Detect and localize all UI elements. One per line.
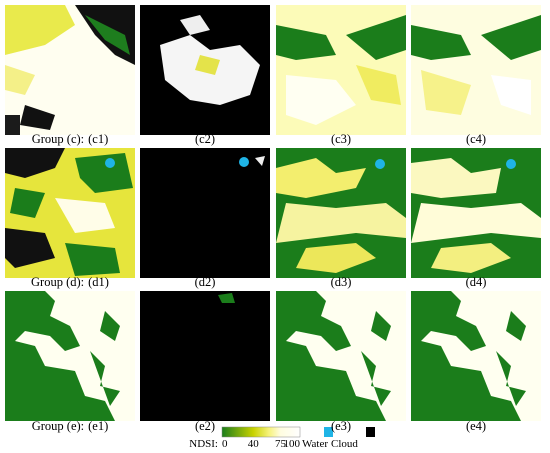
group-label: Group (d): — [31, 275, 84, 289]
panel-caption: (e4) — [466, 419, 486, 433]
panel-caption: Group (c): (c1) — [32, 132, 109, 146]
legend-tick-label: 40 — [248, 438, 260, 450]
legend-tick-label: 0 — [222, 438, 228, 450]
image-panel — [5, 148, 135, 278]
panel-caption: (e2) — [195, 419, 215, 433]
legend-title: NDSI: — [189, 438, 218, 450]
panel-label: (d1) — [88, 275, 109, 289]
panel-caption: (d3) — [331, 275, 352, 289]
panel-caption: (c2) — [195, 132, 215, 146]
image-panel — [140, 5, 270, 135]
panel-label: (e2) — [195, 419, 215, 433]
image-panel — [276, 5, 406, 135]
image-panel — [5, 5, 135, 135]
panel-label: (c1) — [88, 132, 108, 146]
panel-caption: Group (e): (e1) — [32, 419, 109, 433]
group-label: Group (c): — [32, 132, 84, 146]
image-panel — [276, 148, 406, 278]
panel-caption: (c3) — [331, 132, 351, 146]
panel-caption: (e3) — [331, 419, 351, 433]
water-swatch — [324, 427, 333, 437]
image-panel — [140, 148, 270, 278]
panel-label: (d4) — [466, 275, 487, 289]
image-panel — [5, 291, 135, 421]
water-label: Water — [302, 438, 328, 450]
panel-caption: Group (d): (d1) — [31, 275, 109, 289]
panel-label: (e3) — [331, 419, 351, 433]
cloud-swatch — [366, 427, 375, 437]
legend-tick-label: 75 — [275, 438, 287, 450]
panel-caption: (c4) — [466, 132, 486, 146]
panel-label: (c2) — [195, 132, 215, 146]
legend-tick-label: 100 — [284, 438, 301, 450]
panel-label: (d2) — [195, 275, 216, 289]
panel-label: (e1) — [88, 419, 108, 433]
image-panel — [411, 291, 541, 421]
panel-label: (d3) — [331, 275, 352, 289]
panel-label: (c3) — [331, 132, 351, 146]
image-panel — [411, 5, 541, 135]
panel-label: (e4) — [466, 419, 486, 433]
image-panel — [276, 291, 406, 421]
ndsi-colorbar — [221, 426, 301, 438]
image-panel — [140, 291, 270, 421]
group-label: Group (e): — [32, 419, 84, 433]
cloud-label: Cloud — [331, 438, 358, 450]
panels — [5, 5, 541, 421]
image-panel — [411, 148, 541, 278]
panel-caption: (d2) — [195, 275, 216, 289]
panel-label: (c4) — [466, 132, 486, 146]
panel-caption: (d4) — [466, 275, 487, 289]
